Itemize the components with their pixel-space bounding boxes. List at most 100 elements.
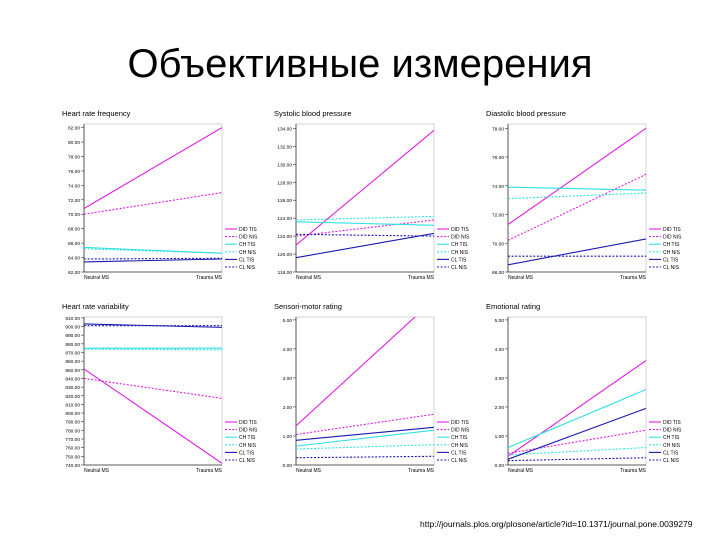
legend-label: CL NIS [239,265,256,271]
y-tick-label: 134.00 [277,126,292,132]
y-tick-label: 128.00 [277,180,292,186]
y-tick-label: 1.00 [283,434,293,440]
legend-label: CL TIS [451,257,467,263]
x-tick-label: Neutral MS [508,468,534,474]
legend-label: DID NIS [663,235,682,241]
slide-title: Объективные измерения [127,42,593,86]
series-line-cl-tis [84,258,222,263]
legend-label: CL TIS [451,450,467,456]
legend-label: CH TIS [451,242,468,248]
series-line-ch-nis [84,248,222,254]
legend-label: DID NIS [451,235,470,241]
plot-frame [295,123,435,273]
series-group [296,317,434,459]
series-line-cl-nis [296,455,434,459]
y-tick-label: 64.00 [68,256,80,262]
y-tick-label: 770.00 [65,437,80,443]
x-tick-label: Trauma MS [620,275,647,281]
chart-sensori-motor-rating: Sensori-motor rating 0.00 1.00 2.00 3.00 4.00… [272,301,484,491]
x-tick-label: Neutral MS [296,275,322,281]
chart-title: Heart rate frequency [62,109,131,118]
y-tick-label: 5.00 [495,318,505,324]
chart-emotional-rating: Emotional rating 0.00 1.00 2.00 3.00 4.00 5.00… [484,301,696,491]
chart-title: Systolic blood pressure [274,109,352,118]
series-line-cl-tis [296,232,434,259]
chart-heart-rate-variability: Heart rate variability 740.00 750.00 760.00… [60,301,272,491]
y-tick-label: 80.00 [68,140,80,146]
legend-label: CH TIS [663,435,680,441]
series-line-ch-tis [84,246,222,254]
legend-label: CH NIS [239,250,257,256]
x-tick-label: Trauma MS [408,468,435,474]
y-tick-label: 5.00 [283,318,293,324]
legend-label: CH NIS [451,250,469,256]
y-tick-label: 790.00 [65,420,80,426]
y-tick-label: 118.00 [278,270,293,276]
legend-label: CH TIS [239,242,256,248]
x-tick-label: Trauma MS [196,275,223,281]
y-tick-label: 870.00 [65,350,80,356]
series-line-ch-tis [296,429,434,447]
y-tick-label: 840.00 [65,376,80,382]
y-tick-label: 0.00 [283,463,293,469]
y-tick-label: 3.00 [283,376,293,382]
legend-label: CL TIS [239,450,255,456]
series-line-did-nis [296,413,434,436]
x-tick-label: Trauma MS [620,468,647,474]
y-tick-label: 130.00 [277,162,292,168]
y-tick-label: 72.00 [68,198,80,204]
legend-label: DID TIS [451,420,469,426]
y-tick-label: 910.00 [65,316,80,322]
y-tick-label: 68.00 [68,227,80,233]
chart-title: Sensori-motor rating [274,302,342,311]
plot-frame [295,316,435,466]
y-tick-label: 810.00 [65,402,80,408]
series-line-did-nis [508,429,646,454]
legend-label: CH TIS [663,242,680,248]
legend-label: CL NIS [663,265,680,271]
y-tick-label: 4.00 [495,347,505,353]
series-line-ch-nis [508,447,646,456]
y-tick-label: 78.00 [68,154,80,160]
series-line-did-tis [296,129,434,246]
y-tick-label: 860.00 [65,359,80,365]
y-tick-label: 2.00 [283,405,293,411]
legend-label: CL TIS [663,257,679,263]
series-line-ch-tis [296,221,434,226]
y-tick-label: 3.00 [495,376,505,382]
series-line-did-nis [84,192,222,215]
legend-label: DID NIS [663,428,682,434]
plot-frame [507,316,647,466]
y-tick-label: 70.00 [68,212,80,218]
y-tick-label: 68.00 [492,270,504,276]
chart-title: Diastolic blood pressure [486,109,566,118]
chart-heart-rate-frequency: Heart rate frequency 62.00 64.00 66.00 68.00… [60,108,272,298]
legend-label: CH TIS [239,435,256,441]
legend-label: DID TIS [239,420,257,426]
y-tick-label: 780.00 [65,428,80,434]
legend-label: CL NIS [239,458,256,464]
legend-label: CL NIS [451,265,468,271]
y-tick-label: 830.00 [65,385,80,391]
chart-diastolic-blood-pressure: Diastolic blood pressure 68.00 70.00 72.00 7… [484,108,696,298]
legend-label: DID NIS [239,428,258,434]
series-line-cl-tis [508,407,646,460]
y-tick-label: 70.00 [492,241,504,247]
y-tick-label: 0.00 [495,463,505,469]
source-url: http://journals.plos.org/plosone/article… [420,519,693,529]
y-tick-label: 120.00 [277,252,292,258]
y-tick-label: 122.00 [277,234,292,240]
y-tick-label: 750.00 [65,454,80,460]
x-tick-label: Neutral MS [84,275,110,281]
legend-label: CH NIS [451,443,469,449]
x-tick-label: Neutral MS [84,468,110,474]
chart-systolic-blood-pressure: Systolic blood pressure 118.00 120.00 122.0… [272,108,484,298]
y-tick-label: 850.00 [65,368,80,374]
y-tick-label: 880.00 [65,342,80,348]
series-group [84,323,222,464]
series-line-ch-nis [508,192,646,200]
y-tick-label: 78.00 [492,126,504,132]
series-line-did-tis [296,317,416,427]
legend-label: CH NIS [239,443,257,449]
legend-label: CL NIS [663,458,680,464]
